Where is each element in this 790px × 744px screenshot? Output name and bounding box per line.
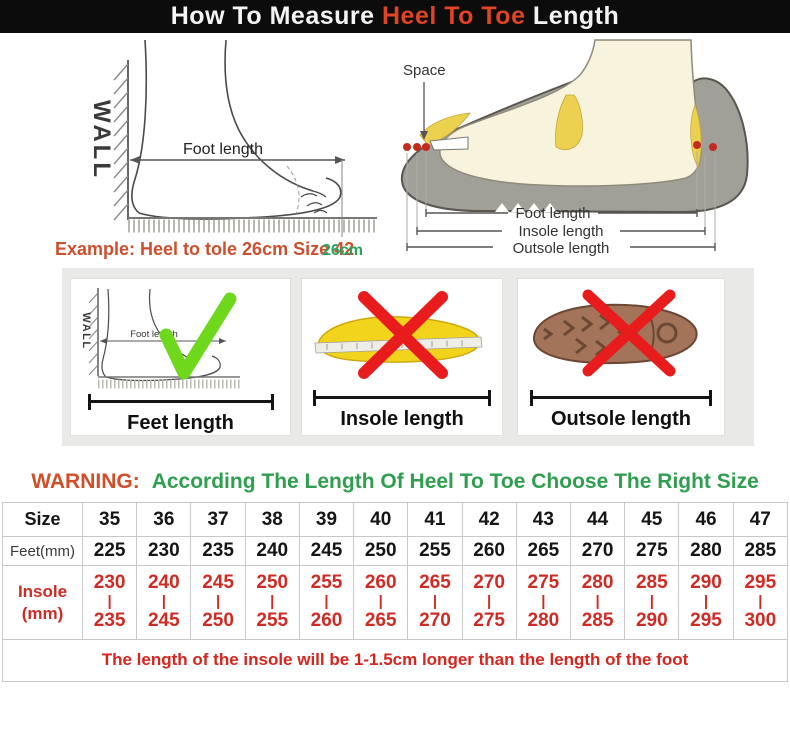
title-highlight: Heel To Toe	[382, 2, 526, 30]
extension-lines	[406, 151, 716, 244]
insole-cell: 285 | 290	[624, 565, 680, 640]
feet-cell: 285	[732, 536, 789, 566]
insole-cell: 270 | 275	[461, 565, 517, 640]
wall-hatch-icon	[88, 292, 99, 376]
feet-cell: 245	[298, 536, 355, 566]
measure-bracket	[530, 390, 712, 406]
foot-length-label: Foot length	[183, 141, 263, 158]
feet-cell: 235	[190, 536, 246, 566]
insole-cell: 265 | 270	[407, 565, 463, 640]
warning-label: WARNING:	[31, 470, 140, 493]
shoe-insole-length-label: Insole length	[518, 223, 603, 240]
example-text: Example: Heel to tole 26cm Size 42	[55, 239, 355, 259]
check-icon	[159, 292, 237, 380]
feet-cell: 250	[353, 536, 409, 566]
measure-dots	[403, 141, 717, 151]
insole-cell: 295 | 300	[732, 565, 789, 640]
feet-row: Feet(mm) 225 230 235 240 245 250 255 260…	[2, 536, 789, 566]
feet-cell: 260	[461, 536, 517, 566]
space-label: Space	[403, 62, 446, 79]
size-cell: 38	[244, 502, 300, 537]
insole-cell: 280 | 285	[569, 565, 626, 640]
footnote: The length of the insole will be 1-1.5cm…	[2, 639, 788, 682]
size-cell: 42	[461, 502, 517, 537]
insole-cell: 240 | 245	[136, 565, 192, 640]
wall-label: WALL	[80, 312, 92, 349]
wall-label: WALL	[88, 100, 115, 180]
method-box-label: Insole length	[340, 408, 464, 430]
outsole-diagram	[532, 289, 698, 377]
foot-against-wall-diagram: WALL Foot length	[88, 39, 377, 237]
size-cell: 36	[136, 502, 192, 537]
size-row-header: Size	[2, 502, 83, 537]
size-cell: 46	[678, 502, 734, 537]
size-table: Size 35 36 37 38 39 40 41 42 43 44 45 46…	[2, 502, 789, 640]
wall-hatch-icon	[113, 63, 129, 221]
method-box-label: Outsole length	[551, 408, 691, 430]
toe-space-gap	[429, 136, 469, 151]
dimension-lines	[406, 209, 716, 251]
warning-text: According The Length Of Heel To Toe Choo…	[151, 470, 759, 493]
method-box-insole-length: Insole length	[301, 278, 503, 436]
foot-outline	[131, 39, 342, 220]
page-title: How To Measure Heel To Toe Length	[0, 0, 790, 33]
warning-line: WARNING: According The Length Of Heel To …	[0, 470, 790, 494]
x-icon	[582, 289, 675, 377]
outsole-shape	[532, 303, 698, 365]
insole-diagram	[314, 291, 483, 379]
size-cell: 35	[81, 502, 138, 537]
feet-cell: 255	[407, 536, 463, 566]
feet-cell: 265	[515, 536, 571, 566]
title-suffix: Length	[525, 2, 620, 30]
measure-bracket	[87, 394, 274, 410]
feet-cell: 225	[81, 536, 138, 566]
feet-cell: 280	[678, 536, 734, 566]
tread-lugs	[542, 308, 677, 358]
shoe-foot-length-label: Foot length	[515, 205, 590, 222]
size-cell: 45	[624, 502, 680, 537]
insole-cell: 275 | 280	[515, 565, 571, 640]
mini-foot-wall-diagram: WALL Foot length	[80, 288, 240, 389]
size-cell: 37	[190, 502, 246, 537]
methods-band: WALL Foot length Feet length	[62, 268, 754, 446]
shoe-outsole-length-label: Outsole length	[513, 240, 610, 257]
insole-cell: 230 | 235	[81, 565, 138, 640]
insole-cell: 290 | 295	[678, 565, 734, 640]
feet-row-header: Feet(mm)	[2, 536, 83, 566]
size-cell: 40	[353, 502, 409, 537]
method-box-feet-length: WALL Foot length Feet length	[70, 278, 291, 436]
shoe-cross-section-diagram: Space Foot length Insole length Outsole …	[400, 39, 749, 257]
size-row: Size 35 36 37 38 39 40 41 42 43 44 45 46…	[2, 502, 789, 537]
insole-row-header: Insole (mm)	[2, 565, 83, 640]
x-icon	[358, 291, 448, 379]
insole-cell: 245 | 250	[190, 565, 246, 640]
feet-cell: 240	[244, 536, 300, 566]
feet-cell: 230	[136, 536, 192, 566]
mini-foot-length-label: Foot length	[130, 329, 178, 340]
insole-row: Insole (mm) 230 | 235 240 | 245 245 | 250 250 |…	[2, 565, 789, 640]
title-prefix: How To Measure	[170, 2, 382, 30]
method-box-label: Feet length	[127, 412, 234, 434]
feet-cell: 275	[624, 536, 680, 566]
size-cell: 39	[298, 502, 355, 537]
insole-cell: 260 | 265	[353, 565, 409, 640]
size-cell: 44	[569, 502, 626, 537]
feet-cell: 270	[569, 536, 626, 566]
measure-bracket	[313, 390, 491, 406]
method-box-outsole-length: Outsole length	[517, 278, 725, 436]
size-cell: 41	[407, 502, 463, 537]
size-cell: 43	[515, 502, 571, 537]
ruler-value-label: 26cm	[322, 242, 363, 259]
insole-cell: 255 | 260	[298, 565, 355, 640]
insole-cell: 250 | 255	[244, 565, 300, 640]
size-cell: 47	[732, 502, 789, 537]
tread-notches	[495, 203, 557, 212]
